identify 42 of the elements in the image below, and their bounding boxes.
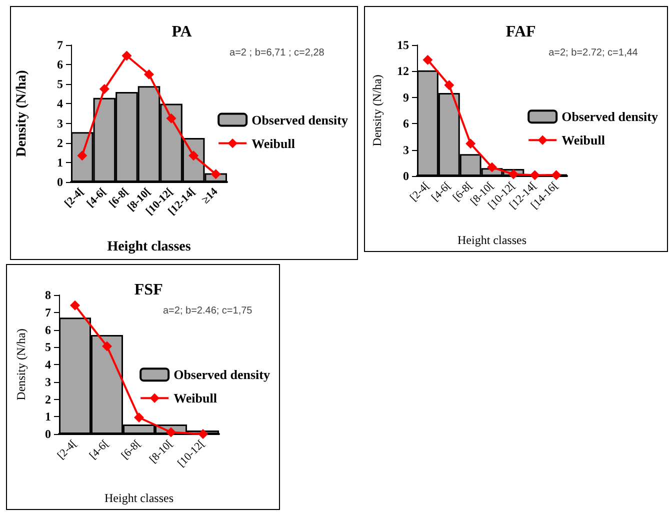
y-tick-label: 0 [57,175,63,189]
chart-title: FAF [506,24,536,40]
y-tick-label: 3 [45,374,51,389]
legend-label: Observed density [562,109,658,124]
y-axis-title: Density (N/ha) [14,70,30,157]
legend-label: Weibull [174,390,218,406]
y-tick-label: 3 [403,142,409,157]
y-tick-label: 4 [45,358,51,372]
y-tick-label: 6 [403,116,409,131]
y-tick-label: 3 [57,116,63,130]
text: a=2 ; b=6,71 ; c=2,28 [230,48,325,58]
y-tick-label: 0 [403,169,409,183]
y-tick-label: 7 [45,305,51,320]
y-tick-label: 0 [45,427,51,441]
x-axis-title: Height classes [458,233,527,247]
y-tick-label: 12 [397,64,409,78]
y-tick-label: 1 [57,155,63,170]
legend-label: Weibull [252,136,296,151]
x-axis-title: Height classes [104,491,174,505]
y-tick-label: 5 [57,77,63,92]
y-tick-label: 8 [45,288,51,302]
y-tick-label: 9 [403,90,409,104]
text: a=2; b=2.72; c=1,44 [548,48,638,58]
y-axis-title: Density (N/ha) [14,328,28,400]
x-tick-label: ≥14 [200,185,220,206]
text: a=2; b=2.46; c=1,75 [162,306,253,316]
chart-title: FSF [134,282,164,298]
chart-title: PA [172,24,192,40]
y-tick-label: 4 [57,96,63,111]
legend-label: Observed density [174,367,270,382]
y-tick-label: 6 [45,322,51,337]
y-tick-label: 15 [397,38,409,52]
y-axis-title: Density (N/ha) [370,74,384,146]
legend-label: Observed density [252,112,348,128]
y-tick-label: 5 [45,340,51,354]
x-axis-title: Height classes [107,240,192,254]
y-tick-label: 2 [45,392,51,406]
y-tick-label: 7 [57,38,63,52]
y-tick-label: 6 [57,58,63,72]
y-tick-label: 2 [57,136,63,150]
y-tick-label: 1 [45,410,51,424]
legend-label: Weibull [562,132,606,148]
